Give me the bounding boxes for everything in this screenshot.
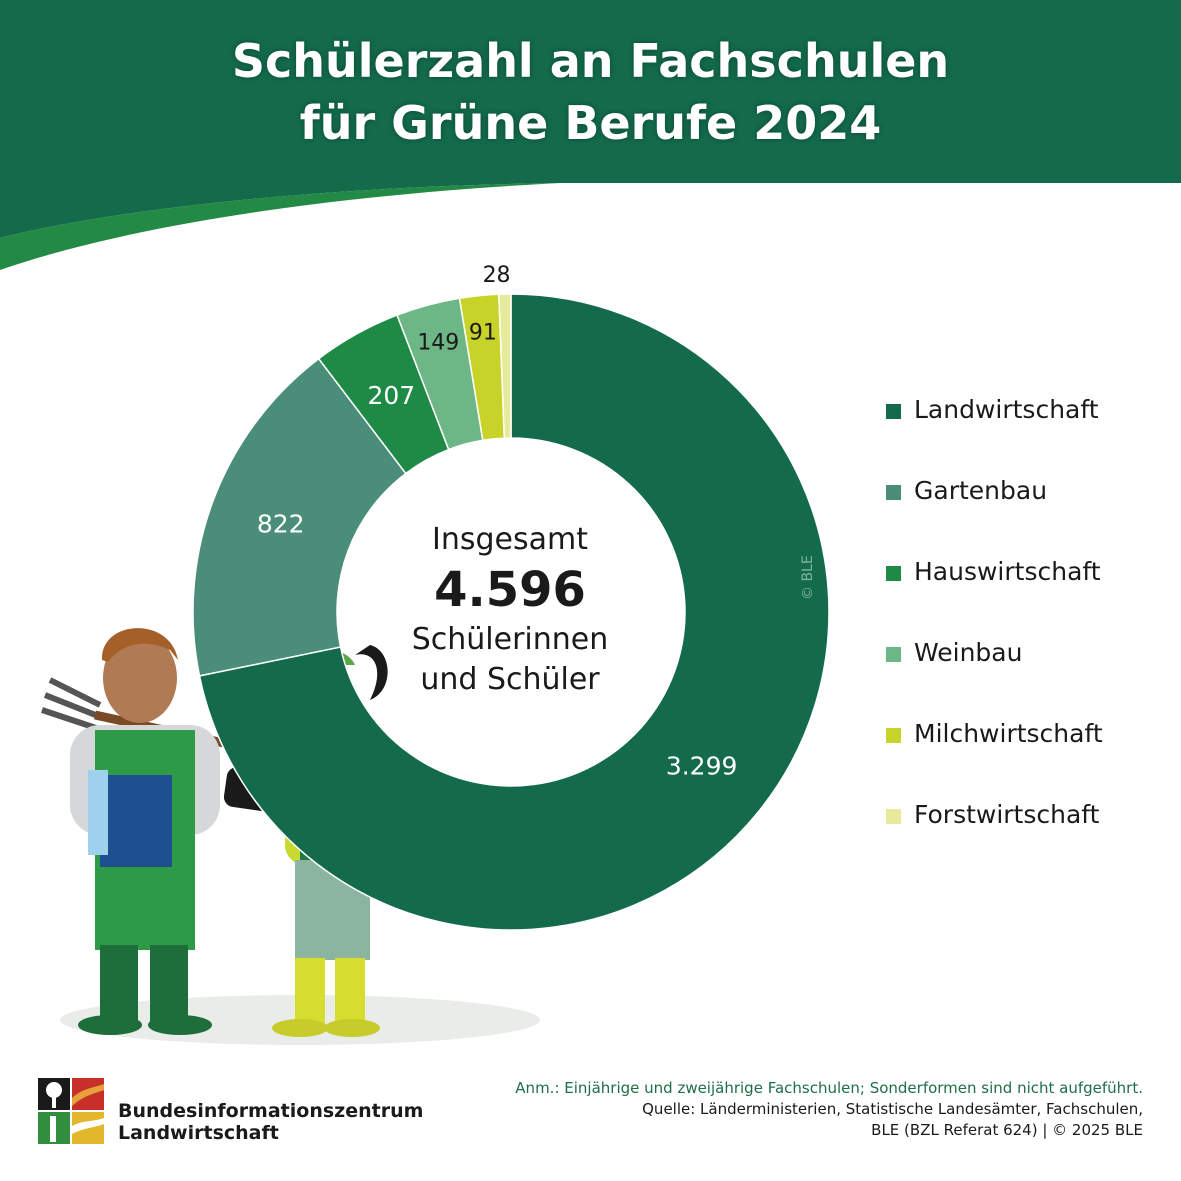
legend-item-milchwirtschaft: Milchwirtschaft bbox=[886, 719, 1176, 800]
value-label-gartenbau: 822 bbox=[257, 509, 305, 538]
legend-label: Gartenbau bbox=[914, 476, 1048, 505]
header-banner: Schülerzahl an Fachschulen für Grüne Ber… bbox=[0, 0, 1181, 270]
legend-swatch bbox=[886, 566, 901, 581]
total-value: 4.596 bbox=[434, 562, 586, 618]
total-unit-line-1: Schülerinnen bbox=[411, 622, 609, 657]
legend-item-weinbau: Weinbau bbox=[886, 638, 1176, 719]
donut-segments bbox=[192, 293, 830, 931]
legend-item-landwirtschaft: Landwirtschaft bbox=[886, 395, 1176, 476]
legend-item-gartenbau: Gartenbau bbox=[886, 476, 1176, 557]
chart-legend: Landwirtschaft Gartenbau Hauswirtschaft Wei… bbox=[886, 395, 1176, 881]
note-annotation: Anm.: Einjährige und zweijährige Fachsch… bbox=[515, 1079, 1143, 1097]
note-source-line-1: Quelle: Länderministerien, Statistische … bbox=[642, 1100, 1143, 1118]
total-unit-line-2: und Schüler bbox=[420, 662, 600, 697]
legend-label: Hauswirtschaft bbox=[914, 557, 1101, 586]
watermark: © BLE bbox=[800, 555, 816, 600]
title-line-1: Schülerzahl an Fachschulen bbox=[231, 34, 950, 88]
logo-name-line-1: Bundesinformationszentrum bbox=[118, 1100, 424, 1122]
value-label-hauswirtschaft: 207 bbox=[368, 381, 416, 410]
source-notes: Anm.: Einjährige und zweijährige Fachsch… bbox=[463, 1078, 1143, 1141]
donut-segment-forstwirtschaft bbox=[498, 293, 512, 439]
header-background bbox=[0, 0, 1181, 270]
value-label-landwirtschaft: 3.299 bbox=[666, 751, 738, 780]
donut-segment-landwirtschaft bbox=[198, 293, 830, 931]
legend-swatch bbox=[886, 404, 901, 419]
legend-label: Landwirtschaft bbox=[914, 395, 1099, 424]
legend-swatch bbox=[886, 647, 901, 662]
legend-label: Weinbau bbox=[914, 638, 1023, 667]
legend-swatch bbox=[886, 728, 901, 743]
legend-label: Forstwirtschaft bbox=[914, 800, 1100, 829]
legend-item-hauswirtschaft: Hauswirtschaft bbox=[886, 557, 1176, 638]
legend-swatch bbox=[886, 485, 901, 500]
legend-label: Milchwirtschaft bbox=[914, 719, 1103, 748]
logo-name-line-2: Landwirtschaft bbox=[118, 1122, 279, 1144]
bzl-logo-icon bbox=[38, 1078, 104, 1144]
legend-swatch bbox=[886, 809, 901, 824]
value-label-milchwirtschaft: 91 bbox=[469, 320, 497, 345]
donut-center-label: Insgesamt 4.596 Schülerinnen und Schüler bbox=[340, 520, 680, 700]
value-label-forstwirtschaft: 28 bbox=[483, 263, 511, 288]
donut-segment-gartenbau bbox=[192, 357, 407, 677]
legend-item-forstwirtschaft: Forstwirtschaft bbox=[886, 800, 1176, 881]
value-label-weinbau: 149 bbox=[417, 331, 459, 356]
note-source-line-2: BLE (BZL Referat 624) | © 2025 BLE bbox=[871, 1121, 1143, 1139]
logo-text: Bundesinformationszentrum Landwirtschaft bbox=[118, 1100, 423, 1144]
total-label: Insgesamt bbox=[432, 522, 588, 557]
title-line-2: für Grüne Berufe 2024 bbox=[299, 96, 882, 150]
page-title: Schülerzahl an Fachschulen für Grüne Ber… bbox=[0, 30, 1181, 154]
